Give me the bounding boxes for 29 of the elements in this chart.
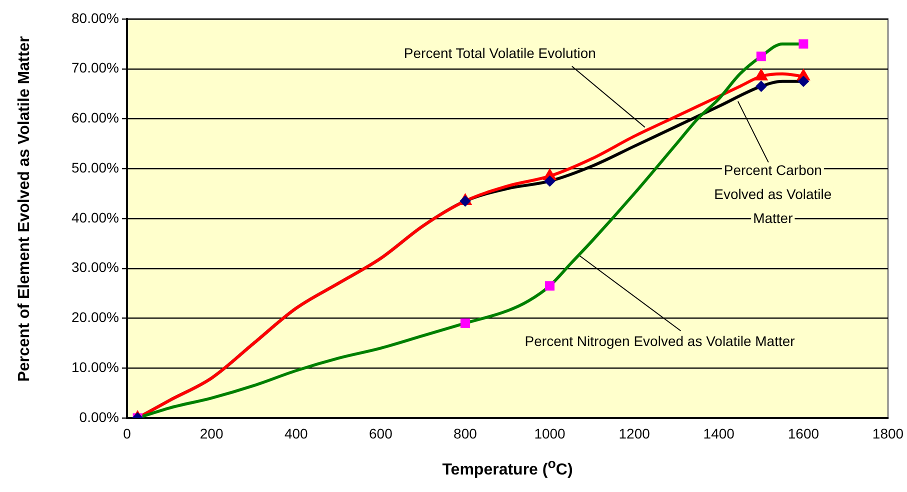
x-tick-label: 1800 xyxy=(872,425,904,442)
x-tick-label: 1400 xyxy=(703,425,735,442)
x-tick-label: 200 xyxy=(200,425,224,442)
y-tick-label: 20.00% xyxy=(72,309,119,326)
y-tick-label: 30.00% xyxy=(72,259,119,276)
y-tick-label: 80.00% xyxy=(72,10,119,26)
point xyxy=(798,76,809,87)
point xyxy=(756,80,767,92)
point xyxy=(544,176,556,187)
annotation: Percent Nitrogen Evolved as Volatile Matter xyxy=(524,332,796,349)
annotation: Percent Carbon Evolved as Volatile Matter xyxy=(714,162,832,226)
y-tick-label: 70.00% xyxy=(72,60,119,76)
x-tick-label: 1000 xyxy=(534,425,566,442)
x-axis-title: Temperature ($^{o}$C) xyxy=(441,456,574,480)
point xyxy=(756,52,766,62)
x-tick-label: 1600 xyxy=(788,425,820,442)
y-tick-label: 60.00% xyxy=(72,110,119,126)
y-tick-label: 0.00% xyxy=(79,408,119,425)
annotation: Percent Total Volatile Evolution xyxy=(404,45,596,62)
x-tick-label: 1200 xyxy=(618,425,650,442)
y-tick-label: 40.00% xyxy=(72,209,119,226)
x-tick-label: 400 xyxy=(284,425,308,442)
point xyxy=(798,39,808,49)
y-tick-label: 10.00% xyxy=(72,358,119,375)
x-tick-label: 800 xyxy=(454,425,478,442)
x-tick-label: 600 xyxy=(368,425,393,442)
x-tick-label: 0 xyxy=(123,425,132,442)
y-tick-label: 50.00% xyxy=(72,159,119,176)
y-axis-title: Percent of Element Evolved as Volatile Matter xyxy=(16,35,34,384)
